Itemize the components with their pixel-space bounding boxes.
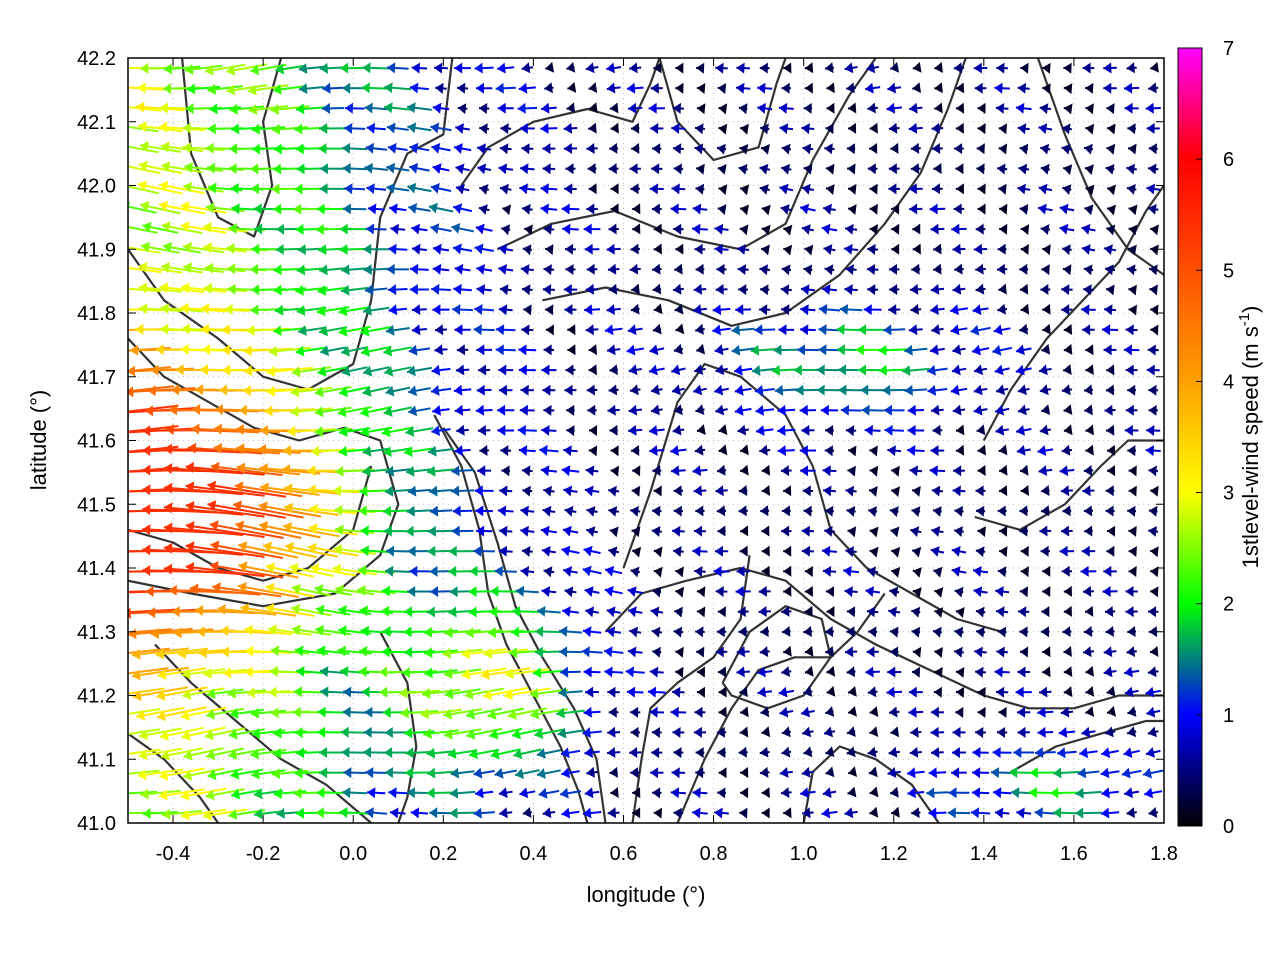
wind-arrow-head [117, 749, 126, 760]
wind-arrow-head [99, 546, 107, 557]
wind-arrow-head [123, 608, 131, 619]
wind-arrow-head [119, 141, 128, 152]
wind-arrow-head [114, 82, 122, 93]
wind-arrow-head [104, 388, 113, 399]
wind-arrow-head [116, 101, 125, 112]
wind-arrow-head [116, 62, 124, 73]
wind-arrow-head [109, 669, 118, 680]
wind-arrow-head [99, 468, 107, 479]
wind-arrow-head [117, 709, 126, 720]
wind-arrow-head [119, 181, 128, 192]
wind-arrow-head [100, 608, 108, 619]
wind-arrow-head [119, 121, 128, 132]
wind-arrow-head [110, 325, 118, 336]
wind-arrow-head [117, 283, 125, 294]
wind-arrow-head [99, 587, 107, 598]
wind-arrow-head [116, 262, 125, 273]
wind-arrow-head [118, 729, 127, 740]
wind-arrow-head [99, 409, 108, 420]
wind-arrow-head [118, 768, 126, 779]
wind-arrow-head [99, 526, 107, 537]
wind-arrow-head [117, 161, 126, 172]
wind-arrow-head [120, 808, 128, 819]
wind-arrow-head [107, 346, 115, 357]
wind-arrow-head [117, 242, 126, 253]
wind-arrow-head [108, 649, 117, 660]
